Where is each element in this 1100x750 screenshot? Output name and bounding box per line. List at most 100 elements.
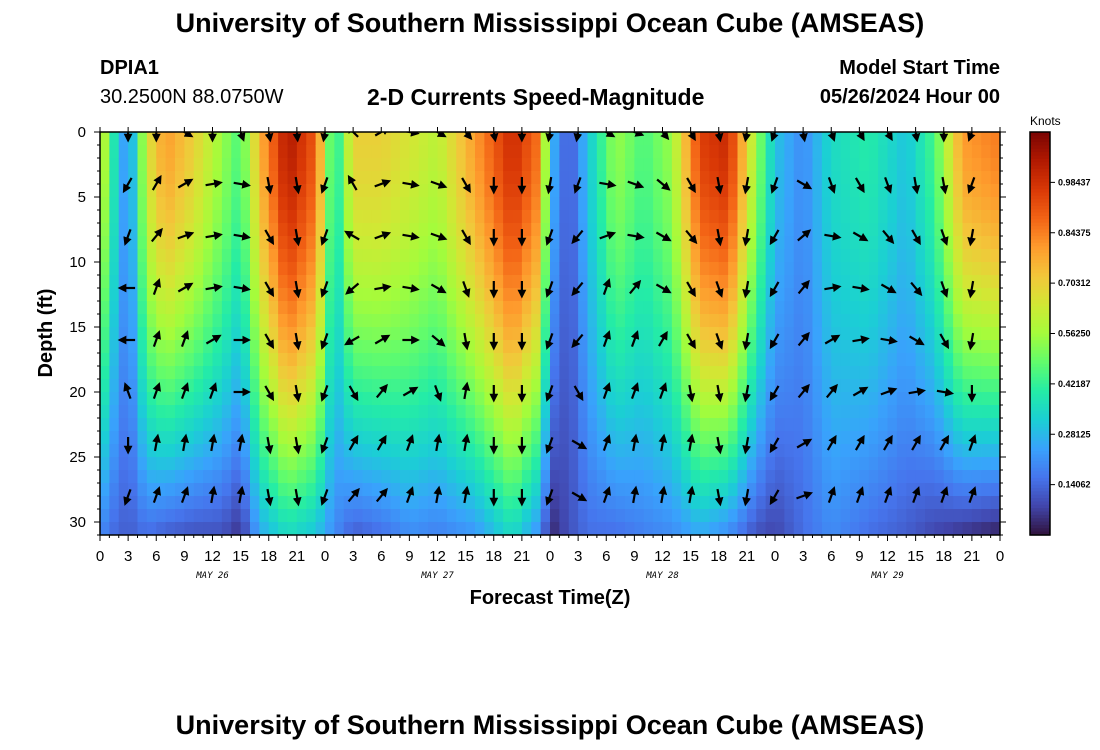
- heatmap-cell: [362, 431, 373, 445]
- heatmap-cell: [437, 301, 448, 315]
- heatmap-cell: [100, 496, 110, 510]
- heatmap-cell: [878, 418, 889, 432]
- heatmap-cell: [521, 197, 532, 211]
- heatmap-cell: [521, 522, 532, 535]
- date-label: MAY 26: [195, 571, 229, 581]
- heatmap-cell: [156, 288, 167, 302]
- heatmap-cell: [971, 314, 982, 328]
- heatmap-cell: [146, 184, 157, 198]
- heatmap-cell: [681, 431, 692, 445]
- heatmap-cell: [343, 327, 354, 341]
- heatmap-cell: [662, 171, 673, 185]
- heatmap-cell: [803, 301, 814, 315]
- heatmap-cell: [175, 145, 185, 159]
- heatmap-cell: [793, 431, 804, 445]
- current-arrow: [571, 439, 588, 450]
- heatmap-cell: [896, 249, 907, 263]
- heatmap-cell: [634, 262, 645, 276]
- colorbar-segment: [1030, 145, 1050, 150]
- current-arrow: [855, 486, 865, 503]
- heatmap-cell: [446, 418, 457, 432]
- heatmap-cell: [868, 496, 879, 510]
- heatmap-cell: [831, 171, 842, 185]
- heatmap-cell: [353, 132, 364, 146]
- heatmap-cell: [831, 223, 842, 237]
- heatmap-cell: [606, 379, 617, 393]
- heatmap-cell: [728, 314, 739, 328]
- heatmap-cell: [746, 275, 757, 289]
- heatmap-cell: [334, 522, 345, 535]
- heatmap-cell: [671, 171, 682, 185]
- heatmap-cell: [165, 418, 176, 432]
- x-tick-label: 0: [996, 548, 1004, 565]
- station-id: DPIA1: [100, 57, 159, 79]
- current-arrow: [152, 486, 161, 503]
- heatmap-cell: [446, 223, 457, 237]
- heatmap-cell: [653, 132, 664, 146]
- heatmap-cell: [634, 379, 645, 393]
- heatmap-cell: [212, 132, 223, 146]
- heatmap-cell: [625, 184, 635, 198]
- heatmap-cell: [934, 483, 945, 497]
- heatmap-cell: [240, 470, 251, 484]
- heatmap-cell: [718, 392, 729, 406]
- heatmap-cell: [831, 132, 842, 146]
- heatmap-cell: [587, 145, 598, 159]
- heatmap-cell: [512, 236, 523, 250]
- heatmap-cell: [446, 275, 457, 289]
- colorbar-segment: [1030, 494, 1050, 499]
- heatmap-cell: [521, 392, 532, 406]
- heatmap-cell: [990, 366, 1000, 380]
- colorbar-segment: [1030, 524, 1050, 529]
- heatmap-cell: [268, 145, 279, 159]
- heatmap-cell: [475, 418, 485, 432]
- heatmap-cell: [212, 197, 223, 211]
- heatmap-cell: [690, 444, 701, 458]
- heatmap-cell: [700, 340, 710, 354]
- heatmap-cell: [531, 223, 542, 237]
- heatmap-cell: [128, 470, 139, 484]
- heatmap-cell: [840, 223, 851, 237]
- heatmap-cell: [100, 522, 110, 535]
- heatmap-cell: [512, 405, 523, 419]
- heatmap-cell: [325, 158, 335, 172]
- current-arrow: [627, 180, 645, 189]
- heatmap-cell: [259, 236, 270, 250]
- heatmap-cell: [212, 210, 223, 224]
- heatmap-cell: [184, 314, 195, 328]
- heatmap-cell: [418, 236, 429, 250]
- heatmap-cell: [109, 210, 120, 224]
- heatmap-cell: [306, 353, 317, 367]
- heatmap-cell: [850, 275, 860, 289]
- heatmap-cell: [343, 197, 354, 211]
- heatmap-cell: [550, 301, 560, 315]
- heatmap-cell: [821, 158, 832, 172]
- heatmap-cell: [906, 444, 917, 458]
- heatmap-cell: [934, 132, 945, 146]
- heatmap-cell: [343, 366, 354, 380]
- heatmap-cell: [390, 457, 401, 471]
- heatmap-cell: [521, 457, 532, 471]
- heatmap-cell: [981, 262, 992, 276]
- current-arrow: [433, 485, 443, 504]
- heatmap-cell: [287, 379, 298, 393]
- heatmap-cell: [287, 288, 298, 302]
- heatmap-cell: [512, 184, 523, 198]
- heatmap-cell: [953, 132, 964, 146]
- heatmap-cell: [737, 405, 748, 419]
- x-tick-label: 0: [546, 548, 554, 565]
- heatmap-cell: [840, 314, 851, 328]
- heatmap-cell: [934, 444, 945, 458]
- heatmap-cell: [475, 275, 485, 289]
- heatmap-cell: [709, 236, 720, 250]
- heatmap-cell: [887, 522, 898, 535]
- heatmap-cell: [371, 366, 382, 380]
- heatmap-cell: [587, 262, 598, 276]
- heatmap-cell: [700, 184, 710, 198]
- heatmap-cell: [100, 314, 110, 328]
- current-arrow: [911, 229, 921, 246]
- heatmap-cell: [578, 314, 589, 328]
- heatmap-cell: [915, 314, 926, 328]
- heatmap-cell: [859, 301, 870, 315]
- heatmap-cell: [700, 496, 710, 510]
